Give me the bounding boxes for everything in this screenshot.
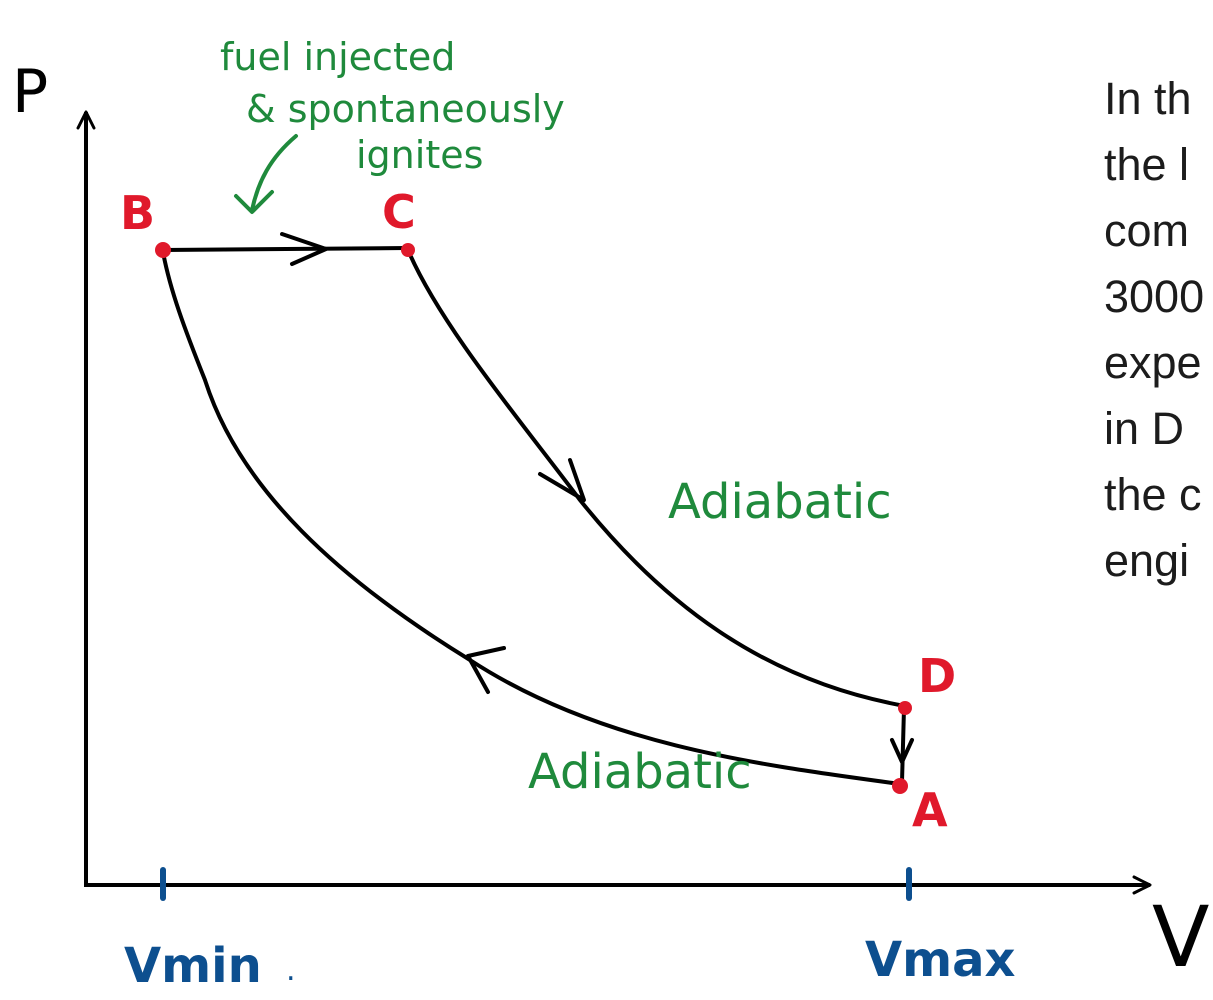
process-b-to-c	[161, 246, 410, 252]
side-text-block: In th the l com 3000 expe in D the c eng…	[1104, 66, 1204, 594]
fuel-annotation-line1: fuel injected	[220, 35, 455, 79]
side-text-line: the c	[1104, 469, 1202, 520]
label-c: C	[382, 185, 416, 239]
direction-arrows	[234, 134, 914, 764]
axes	[76, 110, 1152, 901]
arrow-down-right-icon	[538, 458, 586, 502]
side-text-line: the l	[1104, 139, 1190, 190]
cycle-curves	[161, 246, 907, 786]
side-text-line: 3000	[1104, 271, 1205, 322]
label-d: D	[918, 649, 956, 703]
label-b: B	[120, 186, 155, 240]
point-a	[892, 778, 908, 794]
process-c-to-d	[406, 248, 907, 708]
vmin-label: Vmin	[124, 938, 262, 994]
fuel-annotation-line2: & spontaneously	[246, 87, 565, 131]
side-text-line: in D	[1104, 403, 1185, 454]
vmax-label: Vmax	[865, 932, 1016, 988]
point-b	[155, 242, 171, 258]
process-d-to-a	[900, 706, 906, 784]
process-a-to-b	[161, 250, 902, 786]
adiabatic-label-upper: Adiabatic	[668, 474, 892, 530]
fuel-annotation-line3: ignites	[356, 133, 483, 177]
label-a: A	[912, 783, 948, 837]
x-axis-label: V	[1152, 888, 1209, 986]
side-text-line: expe	[1104, 337, 1202, 388]
side-text-line: In th	[1104, 73, 1192, 124]
point-d	[898, 701, 912, 715]
arrow-right-icon	[280, 232, 328, 266]
adiabatic-label-lower: Adiabatic	[528, 744, 752, 800]
annotation-arrow-icon	[234, 134, 298, 214]
vmin-dot: .	[286, 953, 296, 988]
point-c	[401, 243, 415, 257]
side-text-line: com	[1104, 205, 1190, 256]
state-points	[155, 242, 912, 794]
y-axis-label: P	[12, 57, 48, 127]
side-text-line: engi	[1104, 535, 1190, 586]
arrow-down-icon	[890, 738, 914, 764]
arrow-left-icon	[466, 646, 506, 694]
